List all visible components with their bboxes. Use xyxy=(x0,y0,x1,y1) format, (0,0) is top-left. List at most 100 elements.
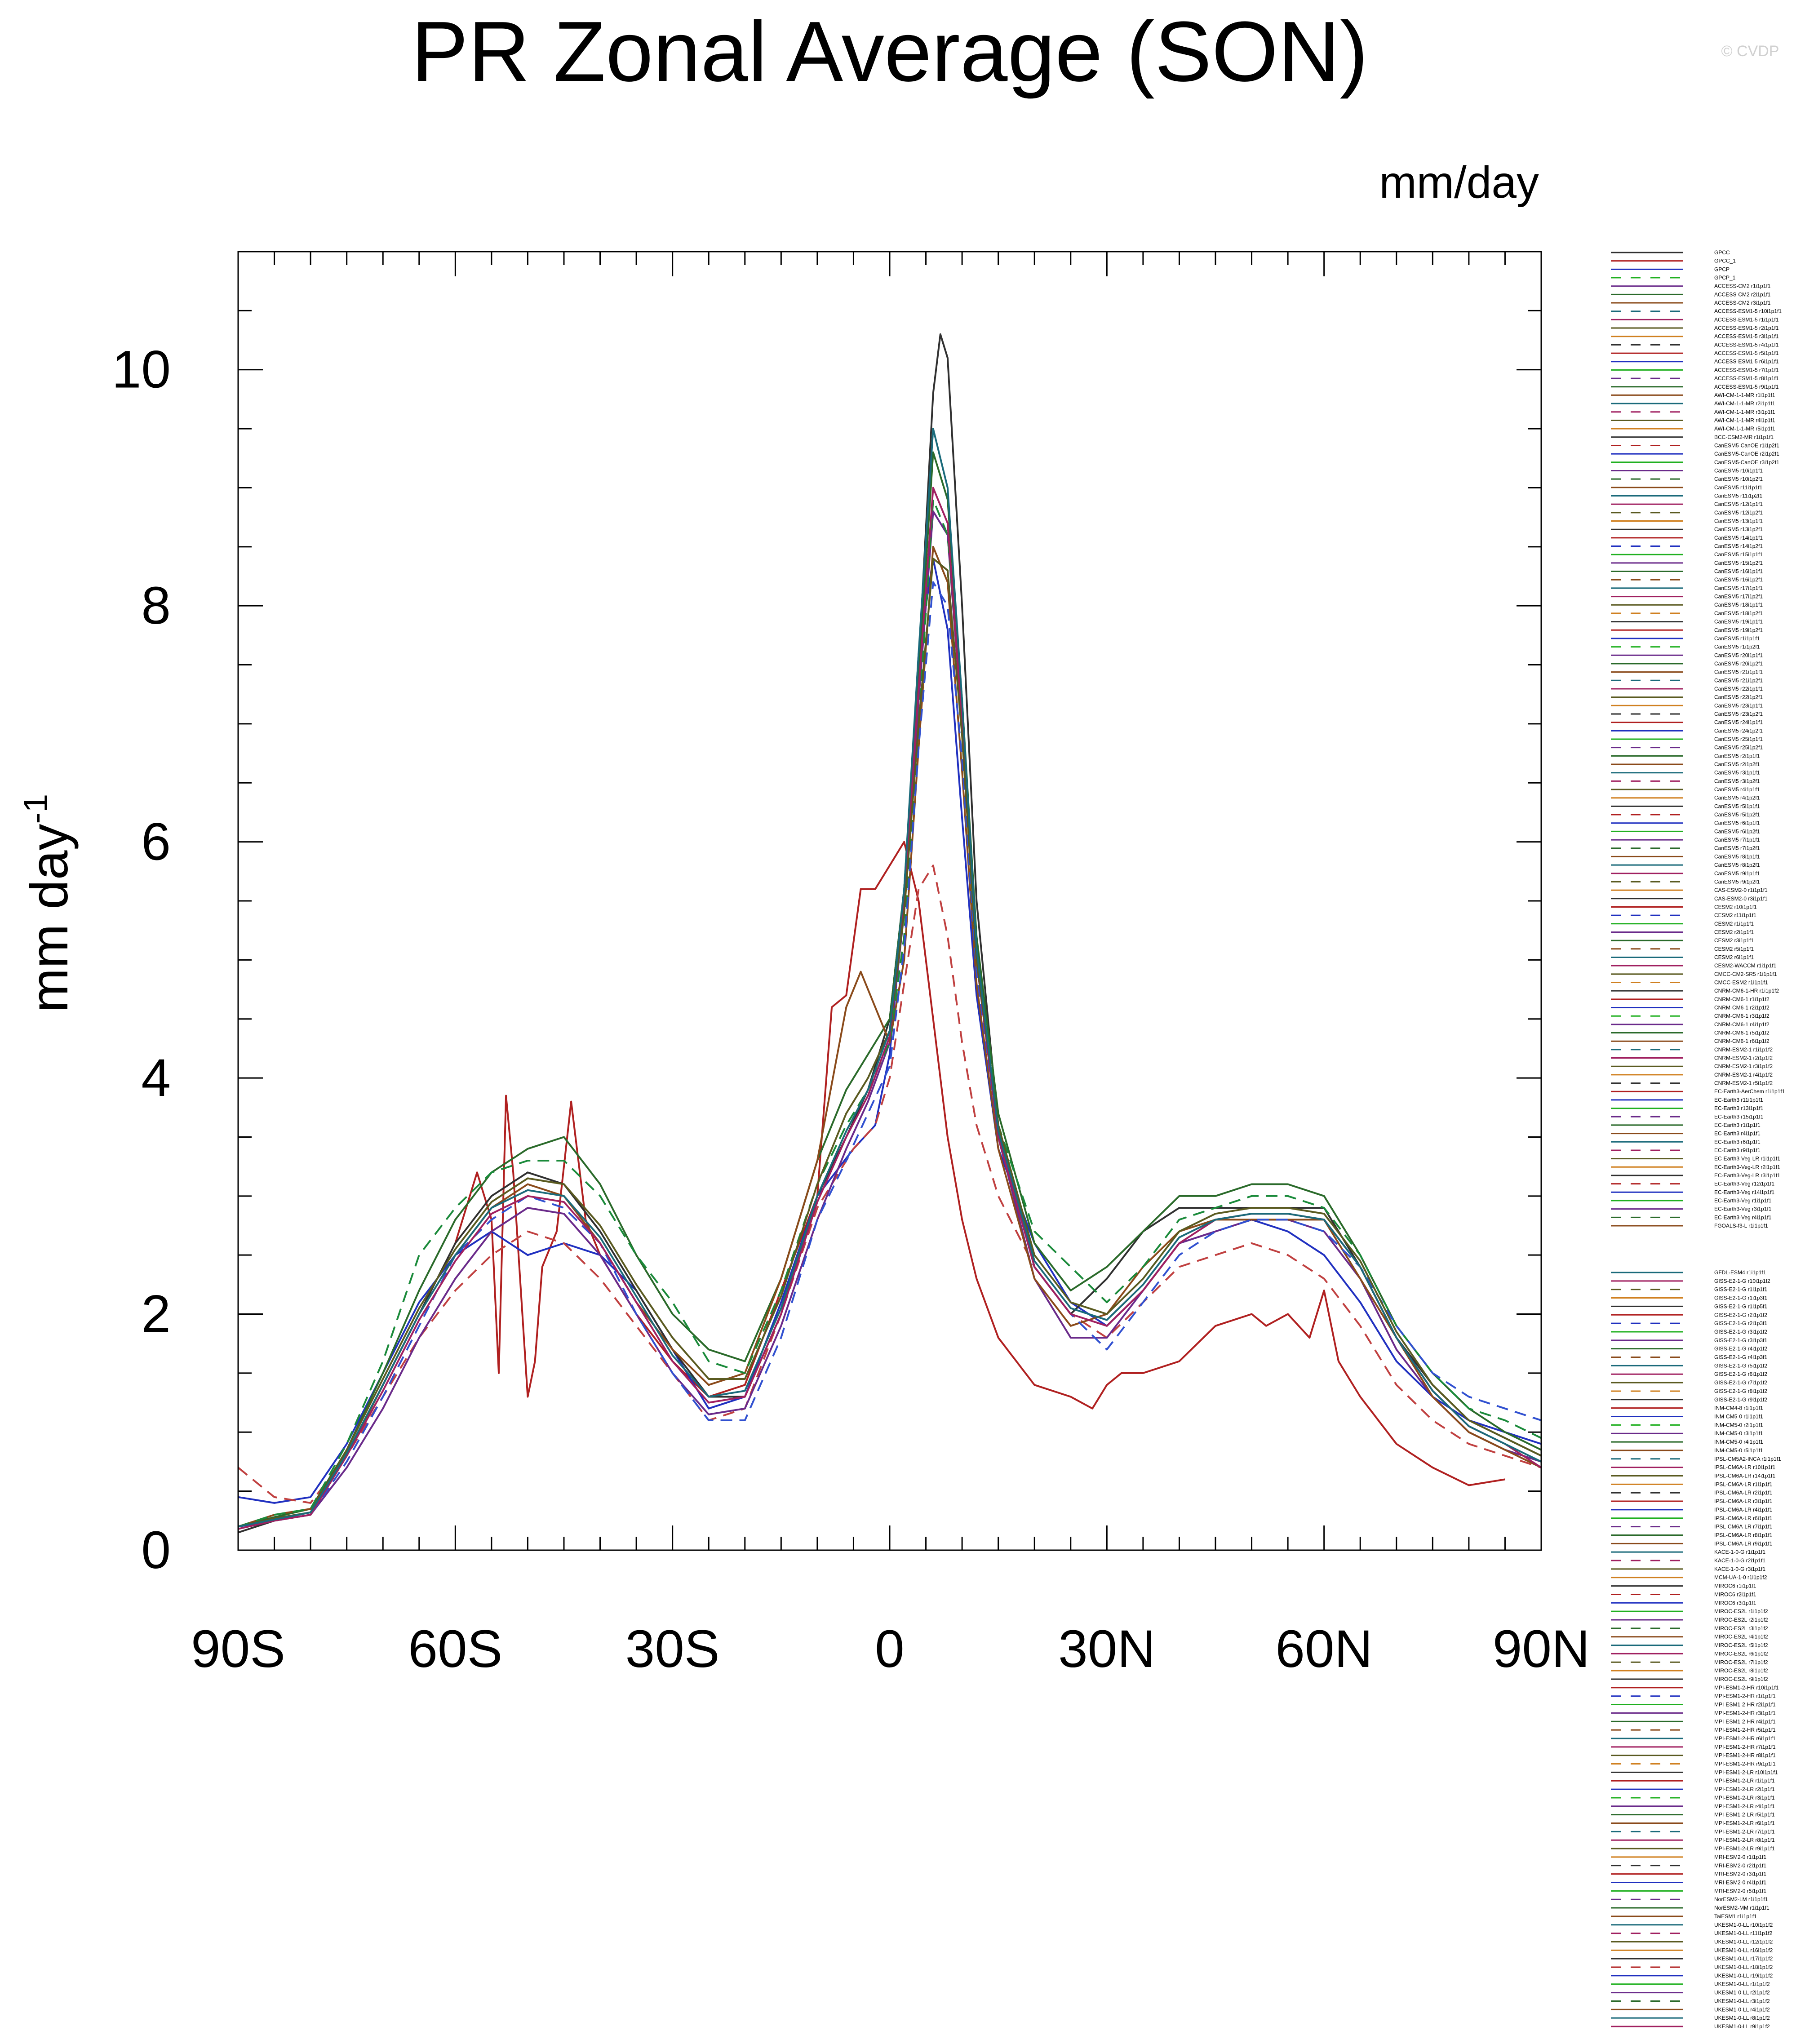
legend-label: AWI-CM-1-1-MR r4i1p1f1 xyxy=(1714,417,1775,423)
legend-label: MIROC-ES2L r2i1p1f2 xyxy=(1714,1617,1768,1623)
legend-label: CanESM5 r17i1p2f1 xyxy=(1714,594,1763,600)
legend-label: AWI-CM-1-1-MR r5i1p1f1 xyxy=(1714,426,1775,432)
legend-label: MIROC-ES2L r7i1p1f2 xyxy=(1714,1659,1768,1665)
cvdp-watermark: © CVDP xyxy=(1721,43,1779,60)
legend-label: CMCC-ESM2 r1i1p1f1 xyxy=(1714,980,1768,986)
legend-label: ACCESS-ESM1-5 r1i1p1f1 xyxy=(1714,316,1779,323)
legend-label: MIROC6 r3i1p1f1 xyxy=(1714,1600,1756,1606)
legend-label: EC-Earth3 r15i1p1f1 xyxy=(1714,1113,1764,1120)
legend-label: CanESM5 r5i1p2f1 xyxy=(1714,811,1760,818)
legend-label: IPSL-CM6A-LR r4i1p1f1 xyxy=(1714,1507,1773,1513)
legend-label: INM-CM5-0 r4i1p1f1 xyxy=(1714,1439,1763,1445)
legend-label: MPI-ESM1-2-LR r6i1p1f1 xyxy=(1714,1820,1775,1827)
legend-label: CanESM5 r3i1p1f1 xyxy=(1714,770,1760,776)
legend-label: BCC-CSM2-MR r1i1p1f1 xyxy=(1714,434,1774,440)
legend-label: CanESM5 r10i1p1f1 xyxy=(1714,467,1763,474)
legend-label: ACCESS-ESM1-5 r8i1p1f1 xyxy=(1714,375,1779,381)
legend-label: GISS-E2-1-G r4i1p3f1 xyxy=(1714,1354,1767,1361)
legend-label: CanESM5 r17i1p1f1 xyxy=(1714,585,1763,591)
legend-label: MIROC-ES2L r6i1p1f2 xyxy=(1714,1650,1768,1657)
legend-label: CanESM5 r9i1p2f1 xyxy=(1714,878,1760,885)
legend-label: GPCC_1 xyxy=(1714,258,1736,264)
y-axis-label: mm day-1 xyxy=(17,794,79,1012)
chart-title: PR Zonal Average (SON) xyxy=(411,4,1368,99)
legend-label: ACCESS-ESM1-5 r2i1p1f1 xyxy=(1714,325,1779,331)
legend-label: CNRM-CM6-1-HR r1i1p1f2 xyxy=(1714,988,1779,994)
legend-label: ACCESS-ESM1-5 r7i1p1f1 xyxy=(1714,367,1779,373)
legend-label: EC-Earth3-Veg-LR r2i1p1f1 xyxy=(1714,1164,1780,1170)
legend-label: EC-Earth3-Veg r1i1p1f1 xyxy=(1714,1197,1772,1204)
legend-label: CNRM-ESM2-1 r4i1p1f2 xyxy=(1714,1072,1773,1078)
legend-label: EC-Earth3-AerChem r1i1p1f1 xyxy=(1714,1088,1785,1095)
legend-label: MIROC-ES2L r3i1p1f2 xyxy=(1714,1625,1768,1632)
legend-label: GPCC xyxy=(1714,249,1730,256)
legend-label: MRI-ESM2-0 r3i1p1f1 xyxy=(1714,1871,1766,1877)
legend-label: MPI-ESM1-2-LR r8i1p1f1 xyxy=(1714,1837,1775,1843)
legend-label: MIROC6 r1i1p1f1 xyxy=(1714,1583,1756,1589)
legend-label: INM-CM5-0 r2i1p1f1 xyxy=(1714,1422,1763,1428)
legend-label: EC-Earth3 r6i1p1f1 xyxy=(1714,1139,1761,1145)
legend-label: EC-Earth3-Veg r14i1p1f1 xyxy=(1714,1189,1774,1195)
x-tick-label: 0 xyxy=(875,1619,905,1679)
legend-label: MPI-ESM1-2-HR r6i1p1f1 xyxy=(1714,1735,1776,1742)
legend-label: MPI-ESM1-2-LR r7i1p1f1 xyxy=(1714,1828,1775,1835)
legend-label: IPSL-CM6A-LR r8i1p1f1 xyxy=(1714,1532,1773,1538)
x-tick-label: 60N xyxy=(1275,1619,1372,1679)
legend-label: CNRM-ESM2-1 r3i1p1f2 xyxy=(1714,1063,1773,1069)
legend-label: MCM-UA-1-0 r1i1p1f2 xyxy=(1714,1574,1767,1581)
legend-label: CanESM5 r16i1p1f1 xyxy=(1714,568,1763,575)
legend-label: CanESM5 r20i1p1f1 xyxy=(1714,652,1763,658)
legend-label: CanESM5 r13i1p2f1 xyxy=(1714,526,1763,532)
legend-label: CNRM-CM6-1 r1i1p1f2 xyxy=(1714,996,1770,1002)
legend-label: CanESM5 r8i1p2f1 xyxy=(1714,862,1760,868)
legend-label: CNRM-CM6-1 r3i1p1f2 xyxy=(1714,1013,1770,1019)
legend-label: UKESM1-0-LL r18i1p1f2 xyxy=(1714,1964,1773,1970)
legend-label: CanESM5 r23i1p1f1 xyxy=(1714,702,1763,709)
legend-label: CNRM-CM6-1 r5i1p1f2 xyxy=(1714,1030,1770,1036)
legend-label: UKESM1-0-LL r10i1p1f2 xyxy=(1714,1922,1773,1928)
legend-label: MPI-ESM1-2-HR r2i1p1f1 xyxy=(1714,1702,1776,1708)
legend-label: CanESM5 r19i1p1f1 xyxy=(1714,619,1763,625)
legend-label: CanESM5 r11i1p2f1 xyxy=(1714,493,1763,499)
legend-label: IPSL-CM6A-LR r2i1p1f1 xyxy=(1714,1490,1773,1496)
x-tick-label: 30S xyxy=(625,1619,720,1679)
legend-label: IPSL-CM6A-LR r6i1p1f1 xyxy=(1714,1515,1773,1521)
legend-label: CNRM-CM6-1 r4i1p1f2 xyxy=(1714,1021,1770,1028)
legend-label: MPI-ESM1-2-LR r1i1p1f1 xyxy=(1714,1778,1775,1784)
legend-label: EC-Earth3 r4i1p1f1 xyxy=(1714,1131,1761,1137)
legend-label: MPI-ESM1-2-LR r2i1p1f1 xyxy=(1714,1786,1775,1792)
legend-label: CESM2 r1i1p1f1 xyxy=(1714,921,1754,927)
legend-label: KACE-1-0-G r3i1p1f1 xyxy=(1714,1566,1765,1572)
legend-label: UKESM1-0-LL r17i1p1f2 xyxy=(1714,1955,1773,1962)
y-tick-label: 8 xyxy=(141,576,171,635)
legend-label: MPI-ESM1-2-HR r9i1p1f1 xyxy=(1714,1761,1776,1767)
legend-label: CanESM5 r15i1p2f1 xyxy=(1714,560,1763,566)
legend-label: CanESM5 r14i1p1f1 xyxy=(1714,535,1763,541)
legend-label: MPI-ESM1-2-HR r10i1p1f1 xyxy=(1714,1685,1779,1691)
plot-frame xyxy=(237,251,1542,1551)
legend-label: CanESM5 r22i1p2f1 xyxy=(1714,694,1763,701)
y-tick-label: 10 xyxy=(112,340,171,399)
legend-label: GISS-E2-1-G r3i1p1f2 xyxy=(1714,1329,1767,1335)
legend-label: GISS-E2-1-G r6i1p1f2 xyxy=(1714,1371,1767,1377)
legend-label: CanESM5 r21i1p2f1 xyxy=(1714,677,1763,683)
legend-label: UKESM1-0-LL r9i1p1f2 xyxy=(1714,2023,1770,2030)
legend-label: CanESM5 r16i1p2f1 xyxy=(1714,576,1763,583)
legend-label: CanESM5 r12i1p2f1 xyxy=(1714,510,1763,516)
legend-label: MPI-ESM1-2-HR r8i1p1f1 xyxy=(1714,1752,1776,1759)
legend-label: GISS-E2-1-G r8i1p1f2 xyxy=(1714,1388,1767,1394)
legend-label: UKESM1-0-LL r3i1p1f2 xyxy=(1714,1998,1770,2004)
series-line-8 xyxy=(238,581,1542,1528)
x-tick-label: 60S xyxy=(408,1619,502,1679)
legend-label: UKESM1-0-LL r11i1p1f2 xyxy=(1714,1930,1773,1937)
legend-label: CAS-ESM2-0 r1i1p1f1 xyxy=(1714,887,1768,893)
legend-label: NorESM2-MM r1i1p1f1 xyxy=(1714,1905,1770,1911)
legend-label: EC-Earth3 r9i1p1f1 xyxy=(1714,1147,1761,1153)
legend-label: CNRM-ESM2-1 r2i1p1f2 xyxy=(1714,1055,1773,1061)
legend-label: UKESM1-0-LL r12i1p1f2 xyxy=(1714,1938,1773,1945)
legend-label: CanESM5-CanOE r2i1p2f1 xyxy=(1714,451,1779,457)
legend-label: EC-Earth3-Veg r12i1p1f1 xyxy=(1714,1181,1774,1187)
legend-label: CanESM5 r3i1p2f1 xyxy=(1714,778,1760,784)
legend-label: CanESM5 r6i1p2f1 xyxy=(1714,828,1760,834)
legend-label: CNRM-ESM2-1 r1i1p1f2 xyxy=(1714,1046,1773,1053)
